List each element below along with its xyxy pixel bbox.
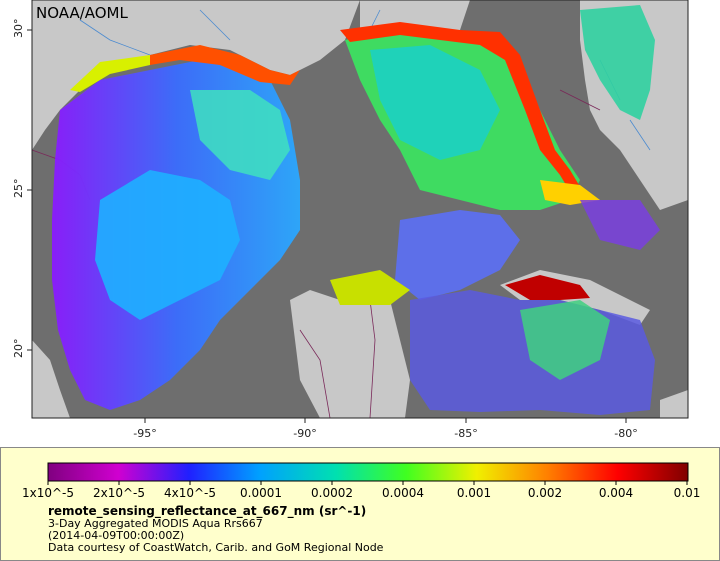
bahamas-data [580,200,660,250]
colorbar-label-6: 0.0004 [382,486,424,500]
atlantic-data [580,5,655,120]
florida-coast-high [340,22,585,200]
lat-tick-25: 25° [12,179,25,199]
colorbar-label-5: 0.0002 [311,486,353,500]
colorbar-label-4: 0.0001 [240,486,282,500]
variable-title: remote_sensing_reflectance_at_667_nm (sr… [48,504,367,518]
lat-tick-20: 20° [12,339,25,359]
colorbar-label-1: 1x10^-5 [21,486,75,500]
west-shelf-core [95,170,240,320]
yucatan-edge [330,270,410,305]
data-courtesy: Data courtesy of CoastWatch, Carib. and … [48,541,384,554]
colorbar-label-9: 0.004 [598,486,634,500]
lon-tick-90: -90° [293,427,316,440]
west-shelf-teal [190,90,290,180]
colorbar-label-10: 0.01 [673,486,701,500]
north-coast-high [150,45,300,85]
yucatan-channel-data [395,210,520,300]
product-name: 3-Day Aggregated MODIS Aqua Rrs667 [48,517,263,530]
timestamp: (2014-04-09T00:00:00Z) [48,529,185,542]
map-border [31,0,689,419]
colorbar-label-3: 4x10^-5 [163,486,217,500]
colorbar-ticks [47,481,688,485]
caribbean-green [520,300,610,380]
east-shelf-cyan [370,45,500,160]
lon-tick-95: -95° [133,427,156,440]
cuba-coast-high [505,275,590,300]
colorbar-label-7: 0.001 [456,486,492,500]
lon-ticks [144,418,627,423]
credit-label: NOAA/AOML [36,4,128,22]
keys-high [540,180,600,205]
lon-tick-80: -80° [614,427,637,440]
colorbar-label-2: 2x10^-5 [92,486,146,500]
lon-tick-85: -85° [454,427,477,440]
colorbar [47,462,689,482]
lat-ticks [27,29,32,351]
lat-tick-30: 30° [12,19,25,39]
nw-coast-high [70,55,150,92]
colorbar-label-8: 0.002 [527,486,563,500]
